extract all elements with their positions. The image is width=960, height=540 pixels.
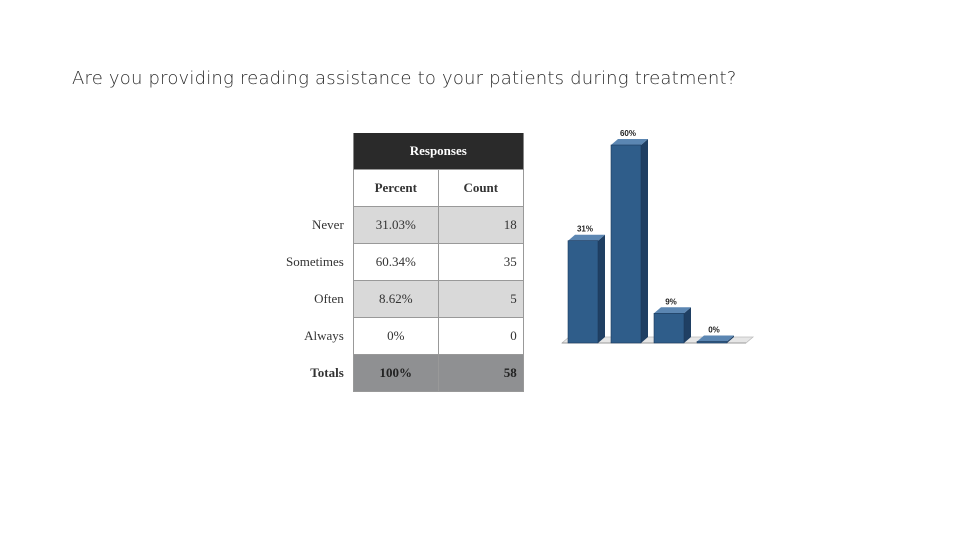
bar-chart: 31% 60% 9% 0% (560, 129, 755, 344)
table-row: Always 0% 0 (286, 317, 524, 355)
slide-title: Are you providing reading assistance to … (72, 68, 737, 89)
column-header-count: Count (437, 169, 524, 207)
bar-often (653, 313, 685, 344)
data-label-never: 31% (577, 225, 593, 234)
bar-always (696, 341, 728, 344)
bar-top-sometimes (611, 139, 648, 145)
table-corner (286, 133, 353, 170)
data-label-always: 0% (708, 326, 720, 335)
row-label-always: Always (304, 328, 344, 343)
cell-percent-never: 31.03% (352, 206, 439, 244)
table-row: Often 8.62% 5 (286, 280, 524, 318)
cell-count-often: 5 (437, 280, 524, 318)
cell-count-always: 0 (437, 317, 524, 355)
table-header-responses: Responses (352, 133, 524, 170)
row-label-often: Often (314, 291, 344, 306)
bar-never (567, 240, 599, 344)
cell-percent-often: 8.62% (352, 280, 439, 318)
bar-side-sometimes (641, 139, 648, 343)
cell-percent-totals: 100% (352, 354, 439, 392)
data-label-often: 9% (665, 297, 677, 306)
row-label-sometimes: Sometimes (286, 254, 344, 269)
bar-sometimes (610, 144, 642, 344)
cell-count-totals: 58 (437, 354, 524, 392)
bar-side-never (598, 234, 605, 343)
bar-top-always (697, 335, 734, 342)
responses-table: Responses Percent Count Never 31.03% 18 … (286, 133, 524, 392)
table-corner-2 (286, 170, 353, 207)
data-label-sometimes: 60% (620, 129, 636, 138)
bar-top-never (568, 234, 605, 241)
bar-top-often (654, 307, 691, 314)
cell-percent-sometimes: 60.34% (352, 243, 439, 281)
bar-side-always (727, 335, 734, 343)
column-header-percent: Percent (352, 169, 439, 207)
cell-percent-always: 0% (352, 317, 439, 355)
table-row-totals: Totals 100% 58 (286, 354, 524, 392)
cell-count-sometimes: 35 (437, 243, 524, 281)
row-label-totals: Totals (310, 365, 344, 380)
cell-count-never: 18 (437, 206, 524, 244)
table-row: Sometimes 60.34% 35 (286, 243, 524, 281)
table-row: Never 31.03% 18 (286, 206, 524, 244)
row-label-never: Never (312, 217, 344, 232)
bar-side-often (684, 307, 691, 343)
